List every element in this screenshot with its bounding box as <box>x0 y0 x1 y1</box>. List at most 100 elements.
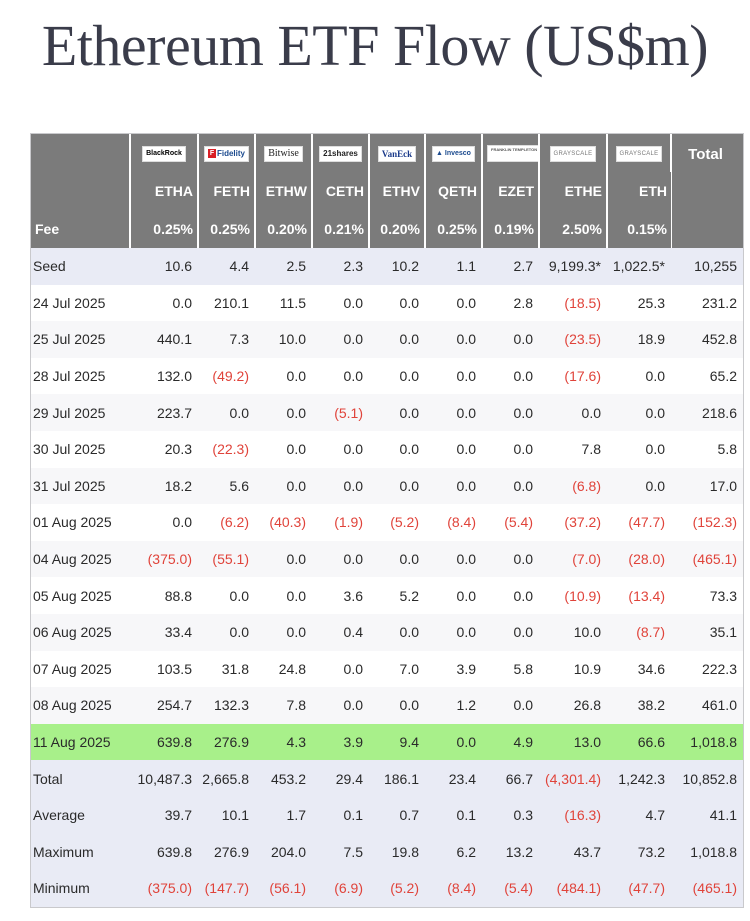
row-total-cell: 5.8 <box>671 430 743 468</box>
bitwise-logo: Bitwise <box>264 145 303 162</box>
flow-value-cell: 2.7 <box>482 248 539 285</box>
table-row: Seed 10.6 4.4 2.5 2.3 10.2 1.1 2.7 9,199.3* 1,022… <box>31 248 743 285</box>
flow-value-cell: 33.4 <box>130 613 198 651</box>
row-total-cell: 65.2 <box>671 357 743 395</box>
etf-flow-table: BlackRock F Fidelity Bitwise 21shares Van… <box>31 134 743 907</box>
flow-value-cell: 0.0 <box>255 394 312 431</box>
fee-cell: 0.20% <box>255 210 313 248</box>
row-total-cell: 461.0 <box>671 687 743 724</box>
franklin-templeton-logo: FRANKLIN TEMPLETON <box>487 144 537 162</box>
row-total-cell: 1,018.8 <box>671 723 743 761</box>
flow-value-cell: 10.9 <box>539 650 607 688</box>
ticker-cell: FETH <box>198 172 256 210</box>
flow-value-cell: 0.0 <box>482 467 539 505</box>
flow-value-cell: 2,665.8 <box>198 760 255 797</box>
fee-cell: 0.15% <box>607 210 671 248</box>
flow-value-cell: (49.2) <box>198 357 255 395</box>
flow-value-cell: 11.5 <box>255 284 312 322</box>
flow-value-cell: 0.0 <box>607 467 671 505</box>
flow-value-cell: 0.0 <box>482 577 539 614</box>
flow-value-cell: 0.0 <box>482 540 539 578</box>
row-label: Minimum <box>31 870 130 907</box>
flow-value-cell: 34.6 <box>607 650 671 688</box>
flow-value-cell: (6.9) <box>312 870 369 907</box>
issuer-header: VanEck <box>369 134 426 172</box>
flow-value-cell: (147.7) <box>198 870 255 907</box>
flow-value-cell: 0.0 <box>425 723 482 761</box>
flow-value-cell: 39.7 <box>130 796 198 834</box>
flow-value-cell: (13.4) <box>607 577 671 614</box>
flow-value-cell: 276.9 <box>198 833 255 871</box>
flow-value-cell: 0.0 <box>425 321 482 358</box>
flow-value-cell: 1,242.3 <box>607 760 671 797</box>
flow-value-cell: 4.3 <box>255 723 312 761</box>
flow-value-cell: 24.8 <box>255 650 312 688</box>
table-row: 31 Jul 2025 18.2 5.6 0.0 0.0 0.0 0.0 0.0 (6.8) 0.… <box>31 467 743 505</box>
row-label: Seed <box>31 248 130 285</box>
flow-value-cell: 0.0 <box>539 394 607 431</box>
highlighted-table-row: 11 Aug 2025 639.8 276.9 4.3 3.9 9.4 0.0 4.9 13.0… <box>31 723 743 761</box>
flow-value-cell: 9,199.3* <box>539 248 607 285</box>
flow-value-cell: 0.0 <box>607 394 671 431</box>
flow-value-cell: 25.3 <box>607 284 671 322</box>
flow-value-cell: 18.9 <box>607 321 671 358</box>
flow-value-cell: 0.7 <box>369 796 425 834</box>
ticker-cell: ETHA <box>130 172 199 210</box>
flow-value-cell: 10.6 <box>130 248 198 285</box>
flow-value-cell: (47.7) <box>607 504 671 541</box>
flow-value-cell: (7.0) <box>539 540 607 578</box>
fee-row: Fee 0.25% 0.25% 0.20% 0.21% 0.20% 0.25% … <box>31 210 743 248</box>
flow-value-cell: 10.1 <box>198 796 255 834</box>
flow-value-cell: 0.0 <box>255 467 312 505</box>
flow-value-cell: (5.4) <box>482 870 539 907</box>
flow-value-cell: 0.0 <box>312 467 369 505</box>
flow-value-cell: 7.8 <box>539 430 607 468</box>
flow-value-cell: 0.0 <box>425 613 482 651</box>
issuer-header: FRANKLIN TEMPLETON <box>482 134 540 172</box>
flow-value-cell: 0.0 <box>482 687 539 724</box>
flow-value-cell: 3.6 <box>312 577 369 614</box>
row-label: 25 Jul 2025 <box>31 321 130 358</box>
flow-value-cell: 0.0 <box>130 504 198 541</box>
ticker-cell: ETHE <box>539 172 608 210</box>
grayscale-logo: GRAYSCALE <box>549 145 597 162</box>
row-label: 28 Jul 2025 <box>31 357 130 395</box>
flow-value-cell: 440.1 <box>130 321 198 358</box>
flow-value-cell: (40.3) <box>255 504 312 541</box>
row-total-cell: 222.3 <box>671 650 743 688</box>
issuer-header: BlackRock <box>130 134 199 172</box>
table-row: 08 Aug 2025 254.7 132.3 7.8 0.0 0.0 1.2 0.0 26.8… <box>31 687 743 724</box>
row-total-cell: (152.3) <box>671 504 743 541</box>
flow-value-cell: 5.6 <box>198 467 255 505</box>
flow-value-cell: 10,487.3 <box>130 760 198 797</box>
issuer-header: GRAYSCALE <box>607 134 672 172</box>
ticker-cell: ETHV <box>369 172 426 210</box>
flow-value-cell: (22.3) <box>198 430 255 468</box>
flow-value-cell: 0.0 <box>482 321 539 358</box>
flow-value-cell: 0.0 <box>198 394 255 431</box>
flow-value-cell: (375.0) <box>130 540 198 578</box>
flow-value-cell: (37.2) <box>539 504 607 541</box>
issuer-header: 21shares <box>312 134 370 172</box>
flow-value-cell: 0.0 <box>425 467 482 505</box>
fidelity-logo: F Fidelity <box>203 145 249 162</box>
flow-value-cell: 29.4 <box>312 760 369 797</box>
row-label: Average <box>31 796 130 834</box>
21shares-logo: 21shares <box>319 145 362 162</box>
fee-cell: 0.25% <box>198 210 256 248</box>
fee-cell: 2.50% <box>539 210 608 248</box>
flow-value-cell: 0.0 <box>369 613 425 651</box>
issuer-header: ▲ Invesco <box>425 134 483 172</box>
flow-value-cell: 7.0 <box>369 650 425 688</box>
flow-value-cell: (56.1) <box>255 870 312 907</box>
flow-value-cell: 1,022.5* <box>607 248 671 285</box>
flow-value-cell: (55.1) <box>198 540 255 578</box>
flow-value-cell: 0.0 <box>482 613 539 651</box>
fee-cell: 0.25% <box>425 210 483 248</box>
row-label: 04 Aug 2025 <box>31 540 130 578</box>
table-row: 30 Jul 2025 20.3 (22.3) 0.0 0.0 0.0 0.0 0.0 7.8 0… <box>31 430 743 468</box>
flow-value-cell: (8.4) <box>425 870 482 907</box>
flow-value-cell: 2.3 <box>312 248 369 285</box>
invesco-logo: ▲ Invesco <box>432 145 475 162</box>
page-title: Ethereum ETF Flow (US$m) <box>41 13 709 78</box>
